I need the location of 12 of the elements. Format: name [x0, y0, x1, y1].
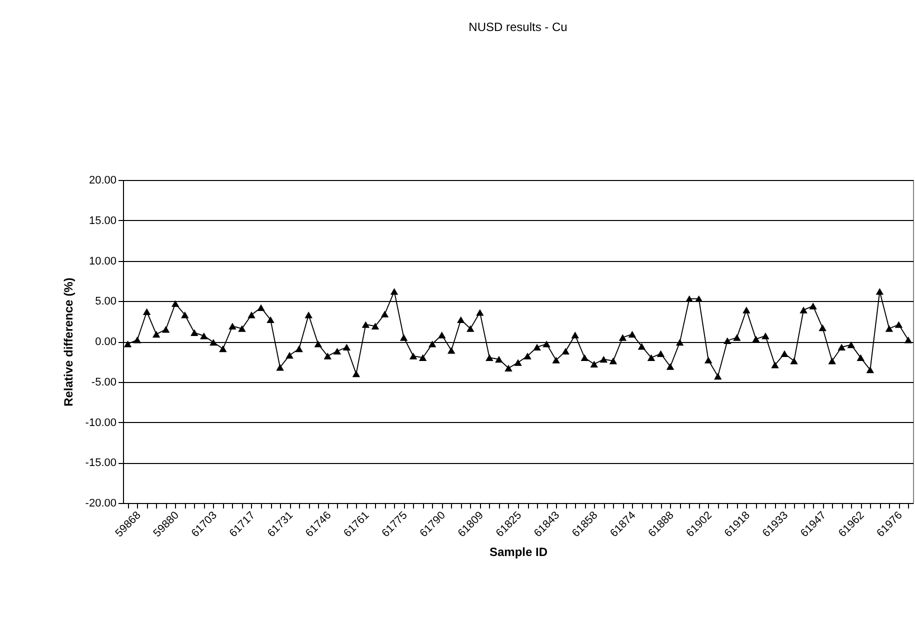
y-tick-label: 20.00 — [88, 174, 116, 186]
y-tick-label: 0.00 — [95, 336, 116, 348]
y-tick-label: -15.00 — [85, 457, 116, 470]
x-axis-title: Sample ID — [489, 544, 548, 559]
y-tick-label: 5.00 — [95, 296, 116, 308]
y-axis-title: Relative difference (%) — [61, 278, 76, 406]
y-tick-label: 15.00 — [88, 214, 116, 227]
y-tick-label: -20.00 — [85, 498, 116, 510]
y-tick-label: -5.00 — [91, 376, 116, 388]
y-tick-label: -10.00 — [85, 416, 116, 429]
chart-title: NUSD results - Cu — [468, 20, 568, 34]
y-tick-label: 10.00 — [88, 255, 116, 268]
